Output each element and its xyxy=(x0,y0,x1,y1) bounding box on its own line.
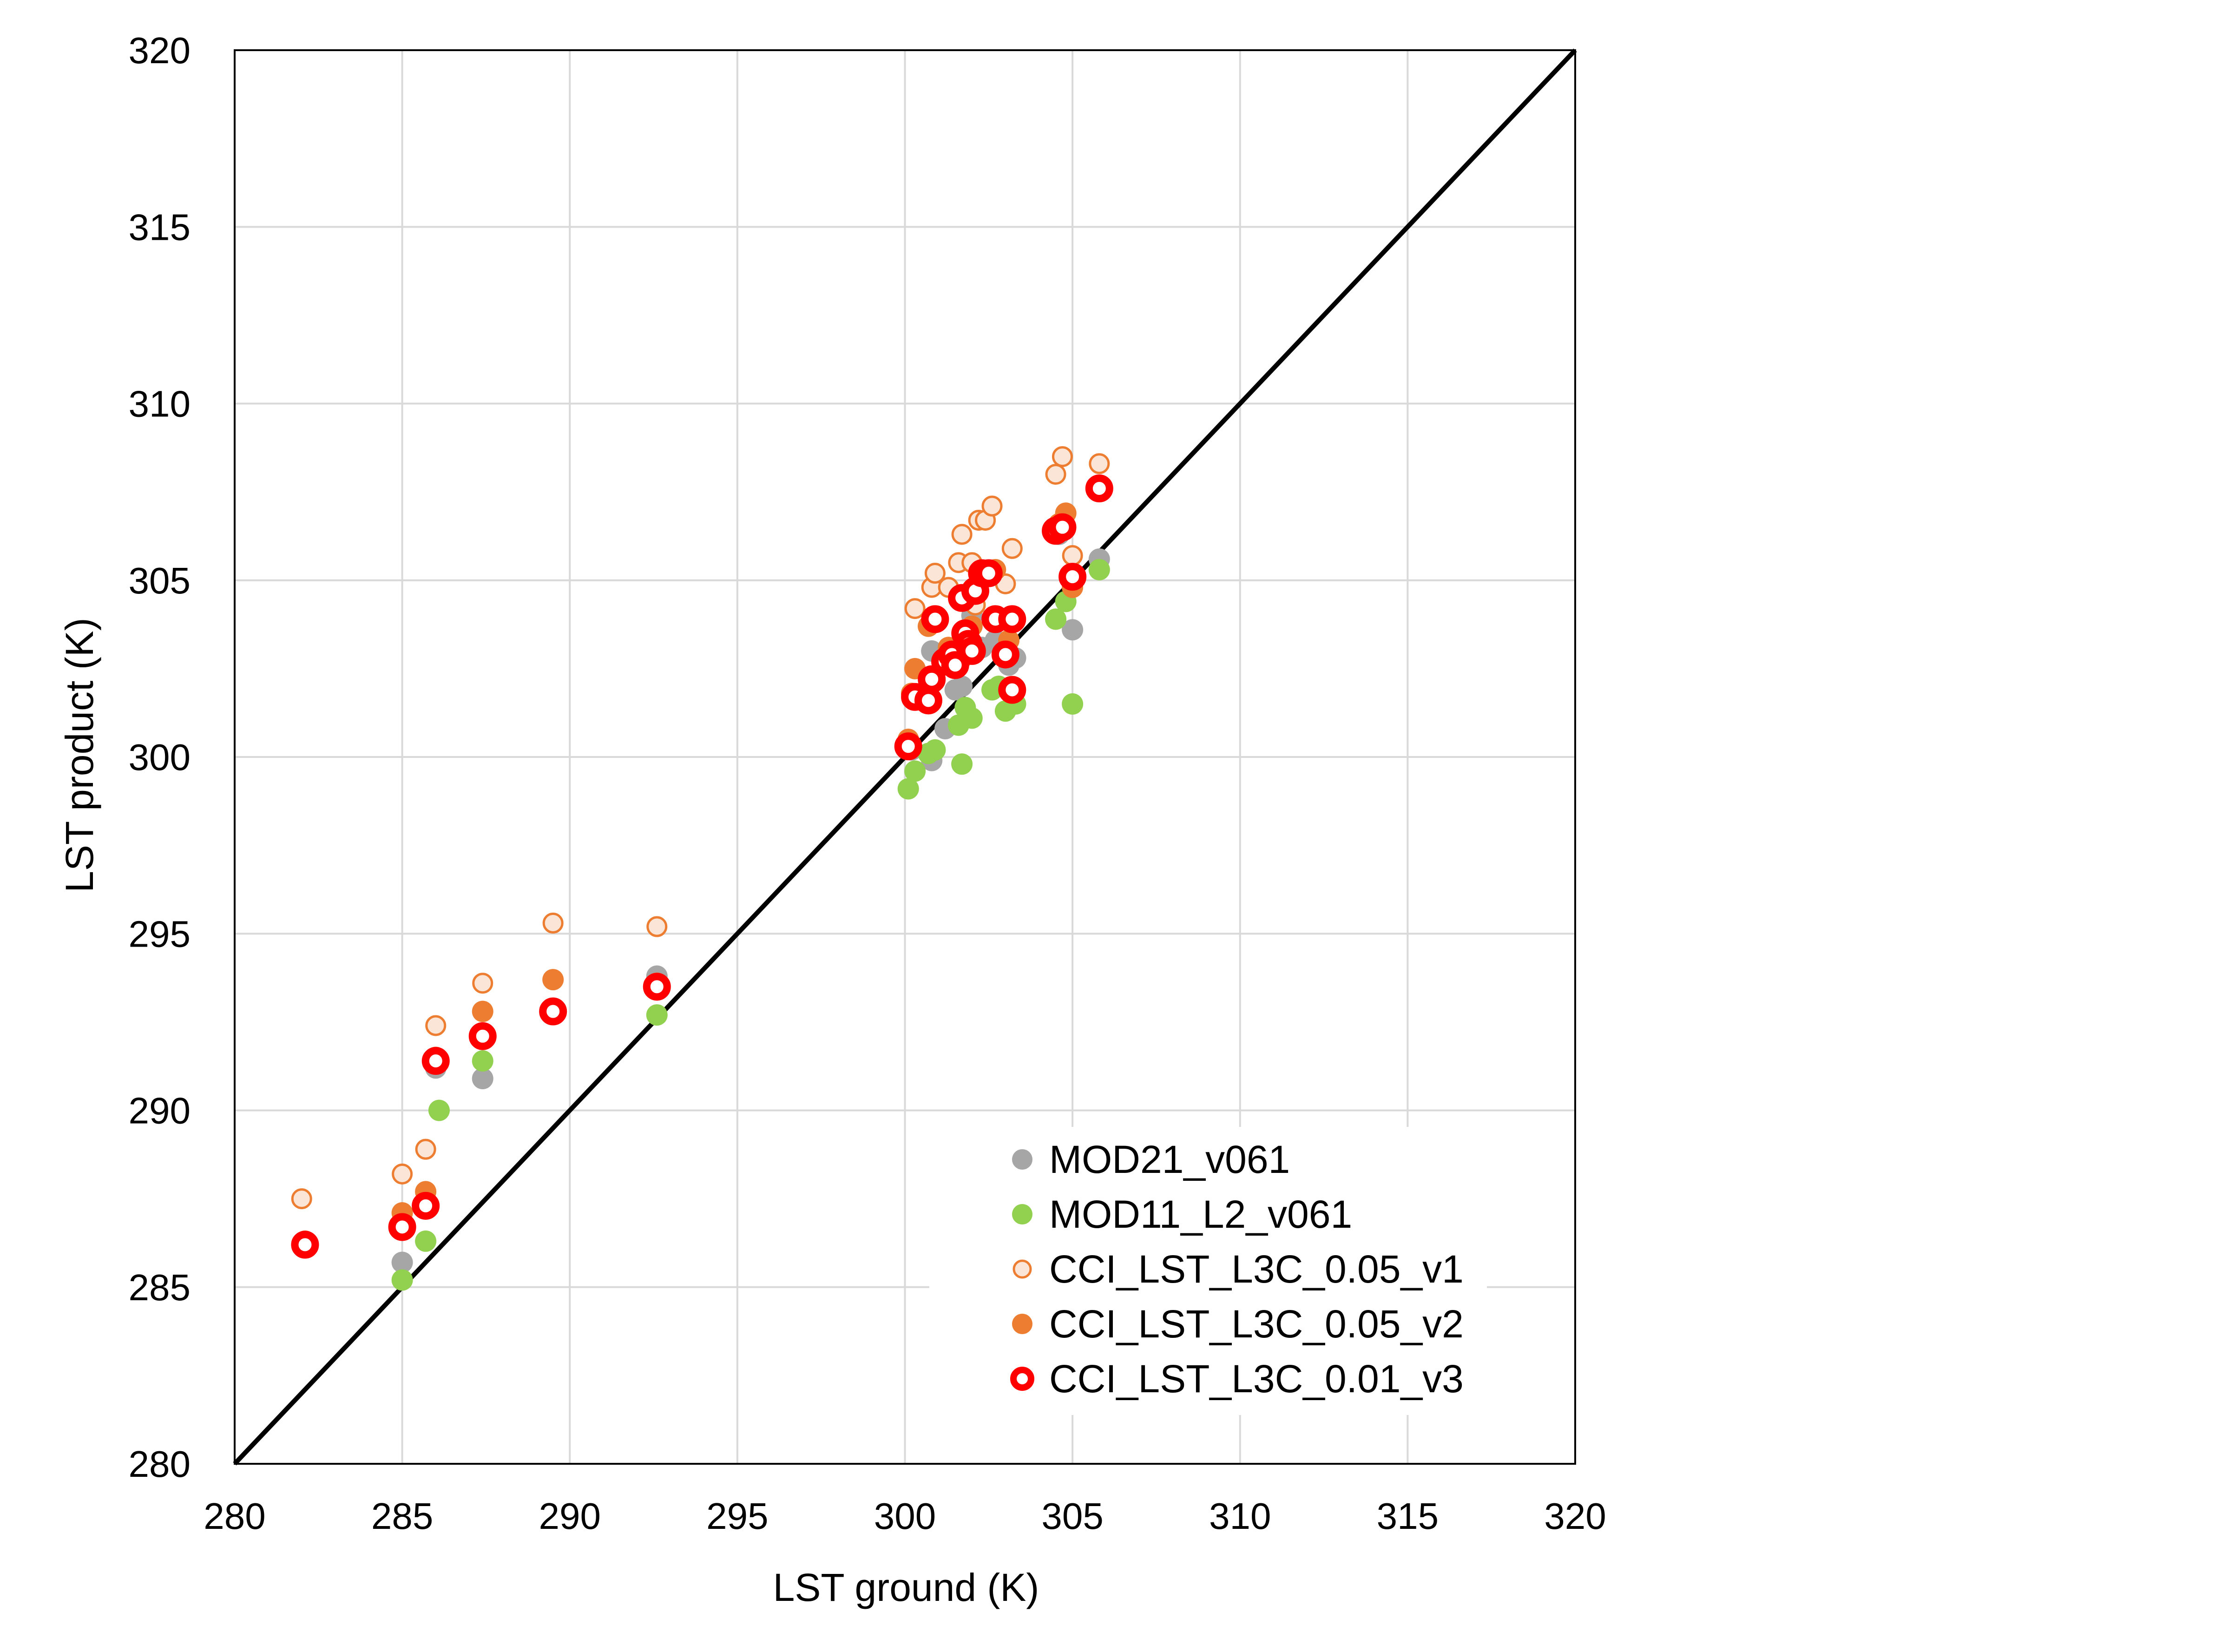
data-point xyxy=(924,739,946,761)
data-point xyxy=(914,686,942,715)
data-point xyxy=(421,1047,450,1075)
data-point xyxy=(904,598,926,619)
data-point xyxy=(472,973,493,994)
x-tick-label: 320 xyxy=(1544,1495,1606,1537)
data-point xyxy=(1045,464,1066,485)
data-point xyxy=(1062,619,1084,641)
plot-frame-layer xyxy=(234,49,1576,1465)
y-tick-label: 295 xyxy=(129,913,191,954)
data-point xyxy=(542,969,564,991)
x-tick-label: 295 xyxy=(706,1495,768,1537)
data-point xyxy=(904,760,926,782)
legend-label: CCI_LST_L3C_0.05_v2 xyxy=(1049,1302,1464,1346)
plot-area-frame xyxy=(234,49,1576,1465)
data-point xyxy=(291,1188,312,1210)
data-point xyxy=(981,495,1003,517)
y-tick-label: 290 xyxy=(129,1090,191,1132)
data-point xyxy=(1088,559,1110,580)
data-point xyxy=(998,676,1026,704)
data-point xyxy=(897,778,919,800)
x-axis-title: LST ground (K) xyxy=(773,1566,1039,1609)
data-point xyxy=(468,1022,497,1050)
data-point xyxy=(961,707,983,729)
data-point xyxy=(1062,545,1083,566)
data-point xyxy=(894,732,922,761)
data-point xyxy=(388,1213,416,1241)
data-point xyxy=(951,675,973,697)
data-point xyxy=(472,1000,493,1022)
data-point xyxy=(951,753,973,775)
data-point xyxy=(998,605,1026,633)
data-point xyxy=(951,524,973,545)
y-axis-title: LST product (K) xyxy=(58,618,101,892)
legend-label: MOD11_L2_v061 xyxy=(1049,1192,1352,1236)
data-point xyxy=(1058,563,1087,591)
x-tick-label: 305 xyxy=(1041,1495,1103,1537)
data-point xyxy=(1001,538,1023,559)
y-tick-label: 305 xyxy=(129,560,191,601)
data-point xyxy=(991,640,1019,669)
y-tick-label: 280 xyxy=(129,1443,191,1485)
series-CCI_LST_L3C_0.01_v3 xyxy=(291,474,1113,1259)
legend-marker xyxy=(1012,1314,1032,1334)
data-point xyxy=(643,973,671,1001)
data-point xyxy=(918,665,946,693)
x-tick-label: 290 xyxy=(539,1495,601,1537)
data-point xyxy=(539,997,567,1026)
data-point xyxy=(646,916,668,937)
legend-marker xyxy=(1012,1149,1032,1170)
x-tick-label: 285 xyxy=(371,1495,433,1537)
data-point xyxy=(941,651,969,679)
data-point xyxy=(921,605,949,633)
data-point xyxy=(415,1230,437,1252)
data-point xyxy=(924,563,946,584)
y-tick-label: 300 xyxy=(129,737,191,778)
legend-label: CCI_LST_L3C_0.05_v1 xyxy=(1049,1247,1464,1291)
data-point xyxy=(412,1191,440,1220)
data-point xyxy=(958,637,986,665)
data-points xyxy=(291,446,1113,1291)
data-point xyxy=(1045,608,1067,630)
data-point xyxy=(1052,446,1073,467)
data-point xyxy=(391,1269,413,1291)
legend-label: CCI_LST_L3C_0.01_v3 xyxy=(1049,1357,1464,1401)
data-point xyxy=(472,1068,493,1090)
x-tick-label: 300 xyxy=(874,1495,936,1537)
tick-labels: 280 285 290 295 300 305 310 315 320 280 285 290 295 3… xyxy=(129,30,1606,1537)
data-point xyxy=(1062,693,1084,715)
legend-marker xyxy=(1012,1204,1032,1224)
x-tick-label: 280 xyxy=(204,1495,265,1537)
y-tick-label: 315 xyxy=(129,206,191,248)
data-point xyxy=(472,1050,493,1072)
x-tick-label: 310 xyxy=(1209,1495,1271,1537)
data-point xyxy=(428,1099,450,1121)
legend-marker xyxy=(1012,1259,1032,1279)
data-point xyxy=(542,912,564,934)
data-point xyxy=(291,1231,319,1259)
data-point xyxy=(974,559,1003,587)
data-point xyxy=(646,1004,668,1026)
legend-marker xyxy=(1010,1367,1034,1391)
x-tick-label: 315 xyxy=(1377,1495,1439,1537)
y-tick-label: 285 xyxy=(129,1267,191,1308)
legend: MOD21_v061 MOD11_L2_v061 CCI_LST_L3C_0.05_… xyxy=(929,1127,1487,1415)
axis-titles: LST ground (K) LST product (K) xyxy=(58,618,1039,1609)
y-tick-label: 320 xyxy=(129,30,191,71)
data-point xyxy=(391,1251,413,1273)
data-point xyxy=(415,1139,436,1160)
data-point xyxy=(1089,453,1110,474)
data-point xyxy=(392,1163,413,1185)
legend-label: MOD21_v061 xyxy=(1049,1138,1290,1181)
data-point xyxy=(1085,474,1113,503)
data-point xyxy=(425,1015,447,1036)
y-tick-label: 310 xyxy=(129,383,191,425)
data-point xyxy=(1048,513,1077,541)
